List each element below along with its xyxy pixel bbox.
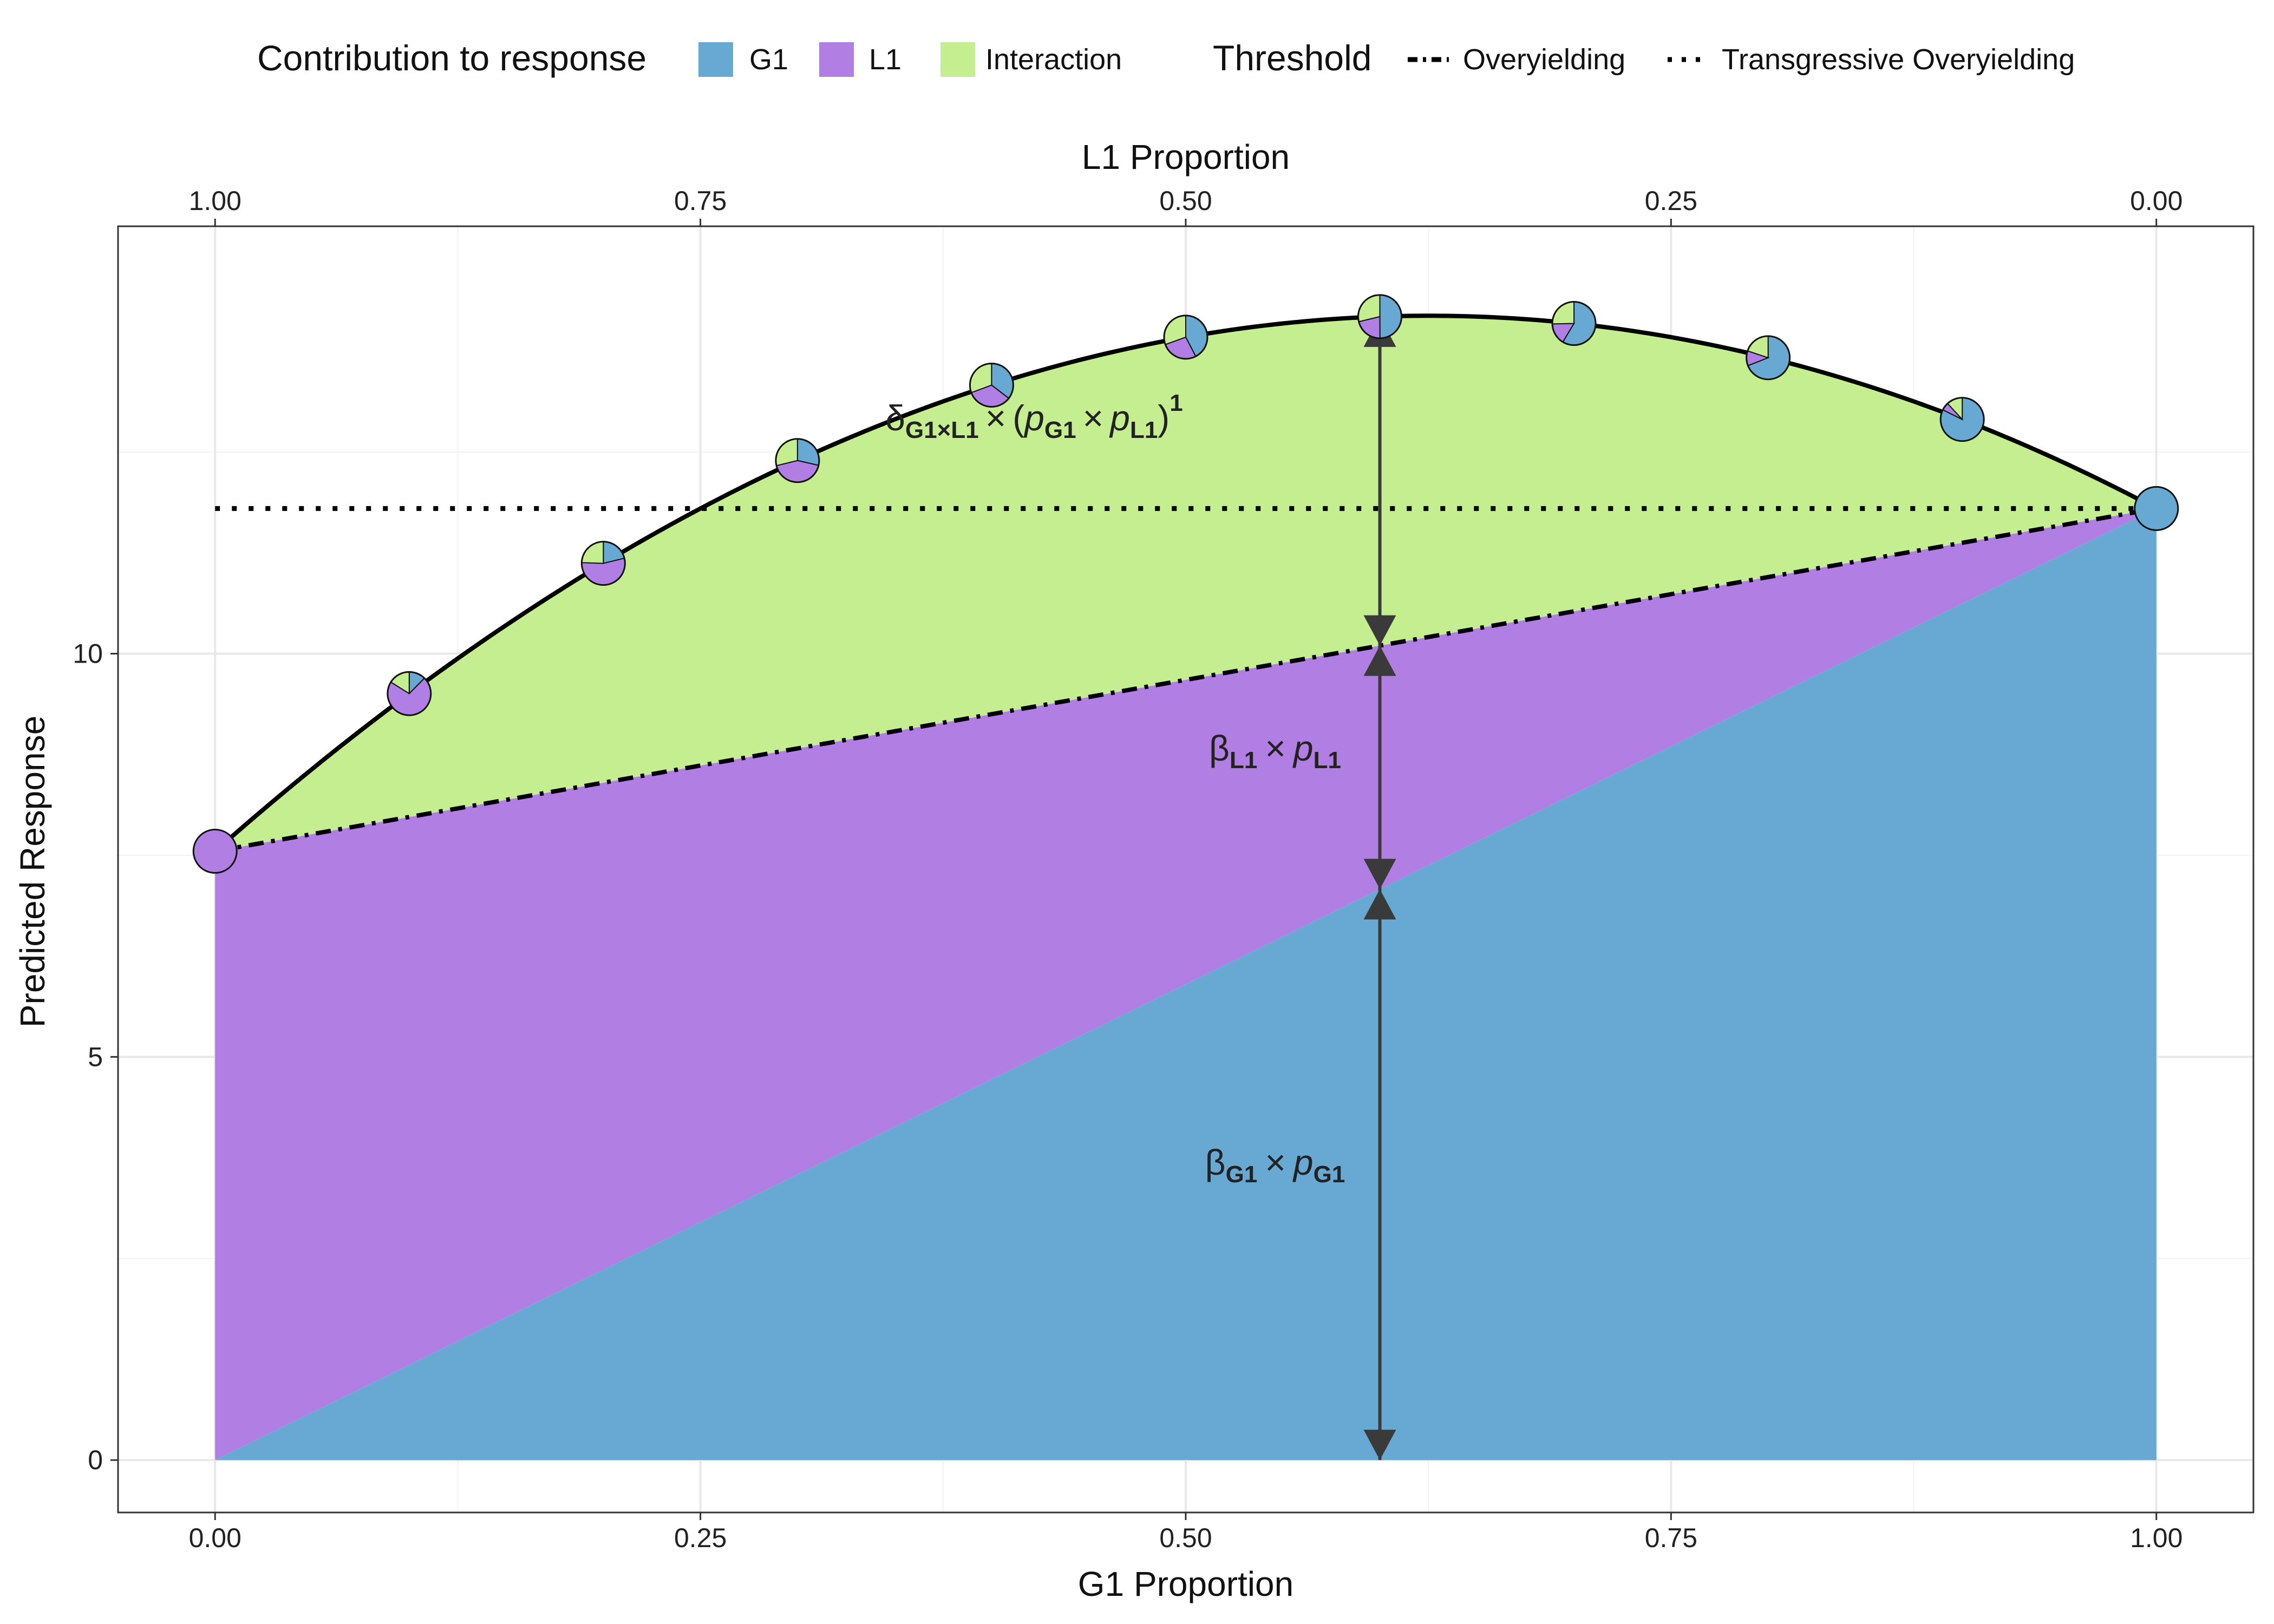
pie-outline [1551, 301, 1597, 346]
pie-outline [2134, 486, 2179, 531]
annotation-interaction-p1: p [1023, 398, 1044, 438]
legend-fill-title: Contribution to response [257, 38, 646, 78]
area-interaction [215, 316, 2157, 852]
x-top-tick-label: 0.75 [674, 186, 727, 216]
stacked-areas [215, 316, 2157, 1461]
arrow-head-l1-bottom [1363, 859, 1396, 889]
legend-swatch-interaction [940, 42, 975, 77]
annotation-interaction-sub: G1×L1 [905, 417, 979, 443]
legend-label-transgressive: Transgressive Overyielding [1722, 43, 2075, 76]
pie-outline [192, 828, 238, 874]
legend-label-interaction: Interaction [985, 43, 1122, 76]
x-top-tick-label: 1.00 [189, 186, 241, 216]
annotation-interaction-times: × [985, 398, 1007, 438]
arrow-head-l1-top [1363, 645, 1396, 676]
y-tick-label: 10 [73, 639, 103, 669]
legend-line-title: Threshold [1213, 38, 1372, 78]
annotation-l1-times: × [1265, 728, 1286, 768]
pie-point [387, 671, 432, 716]
axis-ticks: 0.00 1.00 0.25 0.75 0.50 0.50 0.75 0.25 1.00 0.00… [73, 186, 2182, 1553]
annotation-interaction-p2-sub: L1 [1130, 417, 1158, 443]
annotation-l1-p-sub: L1 [1314, 747, 1341, 774]
annotation-interaction-p2: p [1109, 398, 1130, 438]
pie-outline [580, 541, 626, 586]
pie-point [1939, 397, 1985, 442]
annotation-g1: βG1 × pG1 [1205, 1142, 1345, 1188]
pie-outline [1163, 315, 1208, 360]
y-axis-title: Predicted Response [13, 716, 52, 1027]
arrow-head-g1-bottom [1363, 1430, 1396, 1461]
legend: Contribution to response G1 L1 Interacti… [257, 38, 2075, 78]
annotation-g1-p: p [1292, 1142, 1314, 1182]
annotation-g1-beta: β [1205, 1142, 1226, 1182]
pie-slice [193, 829, 237, 873]
annotation-g1-p-sub: G1 [1314, 1161, 1345, 1188]
legend-swatch-l1 [819, 42, 854, 77]
pie-point [1357, 294, 1403, 339]
pie-outline [1357, 294, 1403, 339]
pie-outline [775, 438, 820, 483]
annotation-interaction-delta: δ [885, 398, 905, 438]
area-l1 [215, 508, 2157, 1461]
pie-point [580, 541, 626, 586]
contribution-arrows [1363, 316, 1396, 1461]
pie-point [1551, 301, 1597, 346]
pie-points [192, 294, 2179, 874]
pie-outline [1746, 335, 1791, 381]
annotation-interaction-p1-sub: G1 [1044, 417, 1076, 443]
arrow-head-interaction-bottom [1363, 615, 1396, 646]
x-axis-title: G1 Proportion [1078, 1564, 1293, 1603]
x-tick-label: 0.75 [1645, 1523, 1697, 1553]
annotation-interaction-open: ( [1012, 398, 1024, 438]
annotation-l1-sub: L1 [1230, 747, 1257, 774]
legend-label-overyielding: Overyielding [1463, 43, 1625, 76]
arrow-head-g1-top [1363, 889, 1396, 920]
top-axis-title: L1 Proportion [1082, 137, 1290, 176]
legend-swatch-g1 [698, 42, 733, 77]
pie-outline [969, 362, 1014, 408]
x-top-tick-label: 0.00 [2130, 186, 2182, 216]
x-tick-label: 0.00 [189, 1523, 241, 1553]
pie-point [2134, 486, 2179, 531]
x-tick-label: 0.50 [1159, 1523, 1212, 1553]
pie-point [1163, 315, 1208, 360]
pie-point [192, 828, 238, 874]
pie-outline [387, 671, 432, 716]
pie-slice [2134, 487, 2178, 531]
overyielding-line [214, 506, 2157, 854]
annotation-l1-beta: β [1209, 728, 1230, 768]
pie-point [969, 362, 1014, 408]
x-top-tick-label: 0.50 [1159, 186, 1212, 216]
annotation-g1-sub: G1 [1226, 1161, 1258, 1188]
pie-point [775, 438, 820, 483]
annotation-interaction-close: ) [1158, 398, 1169, 438]
annotation-g1-times: × [1265, 1142, 1286, 1182]
legend-label-l1: L1 [869, 43, 901, 76]
pie-point [1746, 335, 1791, 381]
annotation-interaction-times2: × [1083, 398, 1104, 438]
pie-outline [1939, 397, 1985, 442]
annotation-interaction: δG1×L1 × (pG1 × pL1)1 [885, 390, 1183, 443]
annotation-l1: βL1 × pL1 [1209, 728, 1341, 774]
x-tick-label: 0.25 [674, 1523, 727, 1553]
x-top-tick-label: 0.25 [1645, 186, 1697, 216]
y-tick-label: 0 [88, 1445, 103, 1475]
y-tick-label: 5 [88, 1042, 103, 1072]
annotation-l1-p: p [1292, 728, 1314, 768]
x-tick-label: 1.00 [2130, 1523, 2182, 1553]
annotation-interaction-exponent: 1 [1169, 390, 1182, 416]
legend-label-g1: G1 [749, 43, 788, 76]
